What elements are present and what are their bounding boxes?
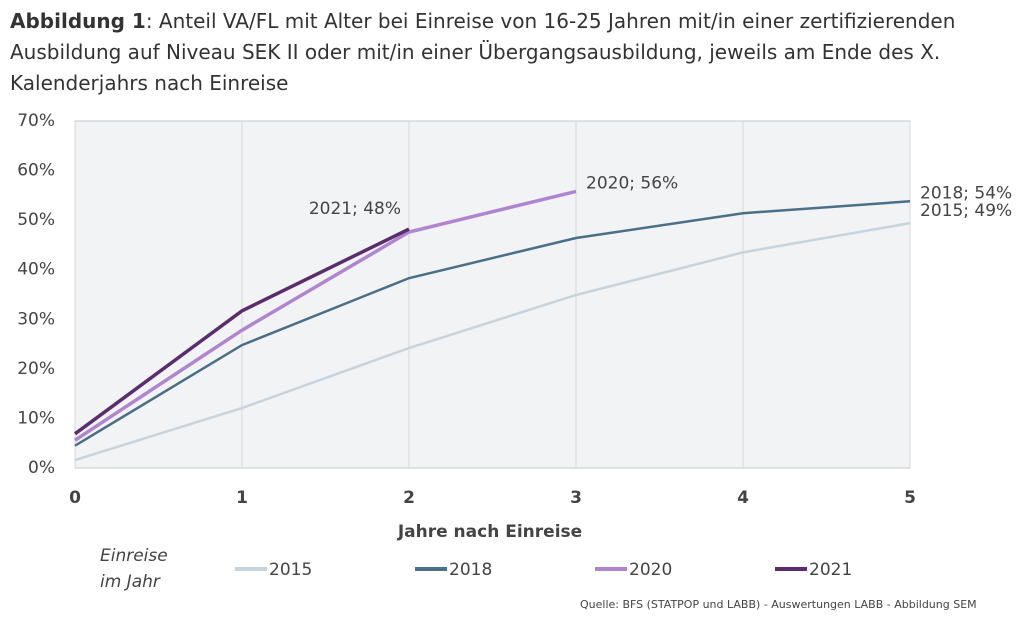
plot-area bbox=[74, 120, 911, 469]
chart-title: Abbildung 1: Anteil VA/FL mit Alter bei … bbox=[10, 6, 1010, 99]
x-axis-label: Jahre nach Einreise bbox=[397, 522, 582, 542]
source: Quelle: BFS (STATPOP und LABB) - Auswert… bbox=[580, 598, 977, 611]
legend-label: 2021 bbox=[809, 560, 852, 580]
x-tick-label: 4 bbox=[737, 488, 749, 508]
end-label: 2015; 49% bbox=[920, 201, 1012, 221]
legend-label: 2015 bbox=[269, 560, 312, 580]
y-tick-label: 20% bbox=[17, 359, 55, 379]
series-line bbox=[74, 189, 577, 442]
y-tick-label: 60% bbox=[17, 161, 55, 181]
figure-label: Abbildung 1 bbox=[10, 9, 146, 33]
y-tick-label: 30% bbox=[17, 309, 55, 329]
title-text: : Anteil VA/FL mit Alter bei Einreise vo… bbox=[10, 9, 956, 95]
y-tick-label: 70% bbox=[17, 111, 55, 131]
legend-label: 2020 bbox=[629, 560, 672, 580]
end-label: 2020; 56% bbox=[586, 173, 678, 193]
x-tick-label: 3 bbox=[570, 488, 582, 508]
y-tick-label: 40% bbox=[17, 260, 55, 280]
y-tick-label: 10% bbox=[17, 408, 55, 428]
y-tick-label: 0% bbox=[28, 458, 55, 478]
series-line bbox=[74, 200, 911, 447]
legend-label: 2018 bbox=[449, 560, 492, 580]
x-tick-label: 5 bbox=[904, 488, 916, 508]
x-tick-label: 2 bbox=[403, 488, 415, 508]
end-label: 2018; 54% bbox=[920, 183, 1012, 203]
series-line bbox=[73, 227, 410, 436]
y-tick-label: 50% bbox=[17, 210, 55, 230]
legend-title: Einreise im Jahr bbox=[100, 546, 168, 592]
x-tick-label: 0 bbox=[69, 488, 81, 508]
series-line bbox=[74, 221, 911, 462]
x-tick-label: 1 bbox=[236, 488, 248, 508]
end-label: 2021; 48% bbox=[309, 199, 401, 219]
